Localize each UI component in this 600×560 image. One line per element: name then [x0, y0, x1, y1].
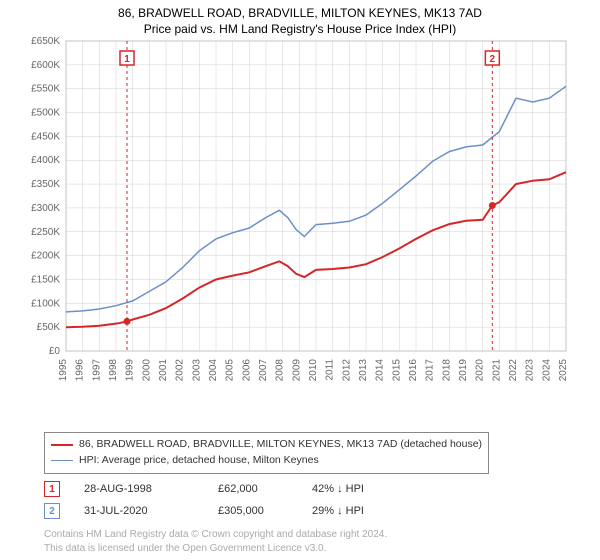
marker-price: £305,000	[218, 505, 288, 517]
svg-text:2017: 2017	[425, 359, 436, 382]
svg-text:2013: 2013	[358, 359, 369, 382]
svg-text:£550K: £550K	[31, 84, 60, 95]
footer-note: Contains HM Land Registry data © Crown c…	[44, 528, 387, 555]
legend-swatch	[51, 460, 73, 461]
svg-text:2011: 2011	[325, 359, 336, 381]
svg-text:1997: 1997	[91, 359, 102, 382]
footer-line-2: This data is licensed under the Open Gov…	[44, 542, 387, 556]
svg-text:1998: 1998	[108, 359, 119, 382]
marker-date: 28-AUG-1998	[84, 483, 194, 495]
title-line-2: Price paid vs. HM Land Registry's House …	[0, 22, 600, 38]
marker-row-2: 2 31-JUL-2020 £305,000 29% ↓ HPI	[44, 500, 402, 522]
svg-text:2021: 2021	[491, 359, 502, 382]
legend-swatch	[51, 444, 73, 446]
svg-text:1996: 1996	[75, 359, 86, 382]
svg-text:2025: 2025	[558, 359, 569, 382]
svg-text:2020: 2020	[475, 359, 486, 382]
svg-text:2016: 2016	[408, 359, 419, 382]
svg-text:£200K: £200K	[31, 251, 60, 262]
svg-text:2006: 2006	[241, 359, 252, 382]
svg-text:2019: 2019	[458, 359, 469, 382]
svg-text:2014: 2014	[375, 359, 386, 382]
svg-text:2005: 2005	[225, 359, 236, 382]
svg-text:1995: 1995	[58, 359, 69, 382]
svg-text:£400K: £400K	[31, 155, 60, 166]
svg-text:2024: 2024	[541, 359, 552, 382]
marker-id-box: 2	[44, 503, 60, 519]
svg-text:£100K: £100K	[31, 298, 60, 309]
svg-text:2000: 2000	[141, 359, 152, 382]
marker-diff: 42% ↓ HPI	[312, 483, 402, 495]
svg-text:£50K: £50K	[37, 322, 61, 333]
legend-row-hpi: HPI: Average price, detached house, Milt…	[51, 453, 482, 469]
title-line-1: 86, BRADWELL ROAD, BRADVILLE, MILTON KEY…	[0, 6, 600, 22]
marker-row-1: 1 28-AUG-1998 £62,000 42% ↓ HPI	[44, 478, 402, 500]
svg-text:2003: 2003	[191, 359, 202, 382]
marker-id-box: 1	[44, 481, 60, 497]
title-block: 86, BRADWELL ROAD, BRADVILLE, MILTON KEY…	[0, 0, 600, 37]
line-chart: £0 £50K £100K £150K £200K £250K £300K £350K £400…	[16, 37, 576, 427]
footer-line-1: Contains HM Land Registry data © Crown c…	[44, 528, 387, 542]
svg-text:2001: 2001	[158, 359, 169, 382]
svg-text:2010: 2010	[308, 359, 319, 382]
marker-diff: 29% ↓ HPI	[312, 505, 402, 517]
svg-text:2002: 2002	[175, 359, 186, 382]
legend: 86, BRADWELL ROAD, BRADVILLE, MILTON KEY…	[44, 432, 489, 474]
svg-text:£650K: £650K	[31, 37, 60, 47]
legend-label: 86, BRADWELL ROAD, BRADVILLE, MILTON KEY…	[79, 437, 482, 453]
svg-text:2008: 2008	[275, 359, 286, 382]
svg-text:2009: 2009	[291, 359, 302, 382]
svg-text:£500K: £500K	[31, 108, 60, 119]
svg-text:2: 2	[490, 54, 496, 65]
svg-text:£250K: £250K	[31, 227, 60, 238]
svg-text:2004: 2004	[208, 359, 219, 382]
svg-text:1: 1	[124, 54, 130, 65]
marker-table: 1 28-AUG-1998 £62,000 42% ↓ HPI 2 31-JUL-2020…	[44, 478, 402, 522]
legend-label: HPI: Average price, detached house, Milt…	[79, 453, 319, 469]
svg-text:2023: 2023	[525, 359, 536, 382]
svg-text:£350K: £350K	[31, 179, 60, 190]
chart-container: 86, BRADWELL ROAD, BRADVILLE, MILTON KEY…	[0, 0, 600, 560]
svg-text:£0: £0	[49, 346, 61, 357]
marker-price: £62,000	[218, 483, 288, 495]
svg-text:£150K: £150K	[31, 275, 60, 286]
svg-text:£300K: £300K	[31, 203, 60, 214]
svg-text:2015: 2015	[391, 359, 402, 382]
svg-text:£450K: £450K	[31, 132, 60, 143]
svg-text:1999: 1999	[125, 359, 136, 382]
marker-date: 31-JUL-2020	[84, 505, 194, 517]
legend-row-price_paid: 86, BRADWELL ROAD, BRADVILLE, MILTON KEY…	[51, 437, 482, 453]
svg-text:£600K: £600K	[31, 60, 60, 71]
svg-text:2018: 2018	[441, 359, 452, 382]
svg-text:2007: 2007	[258, 359, 269, 382]
svg-text:2022: 2022	[508, 359, 519, 382]
svg-text:2012: 2012	[341, 359, 352, 382]
